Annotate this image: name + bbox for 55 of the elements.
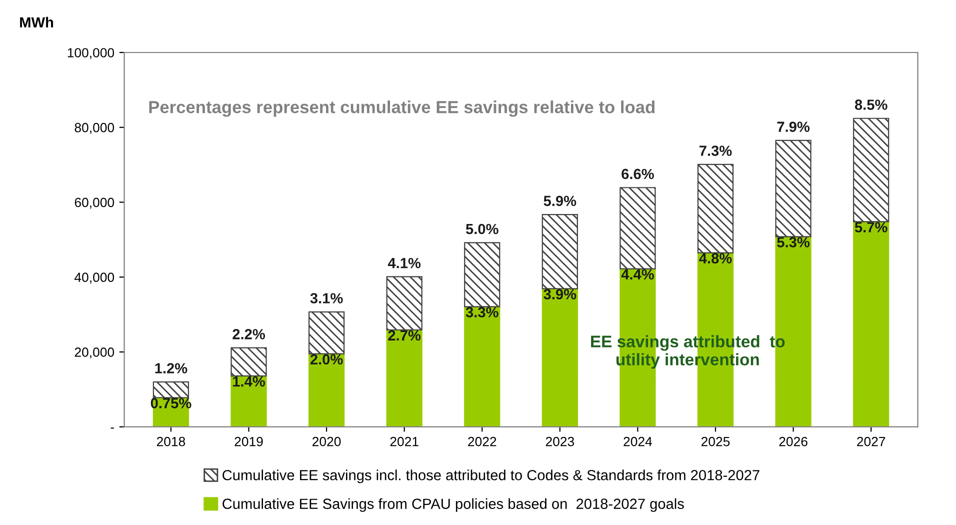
annotation: 2.2%: [232, 329, 265, 340]
annotation: 4.4%: [621, 269, 654, 280]
annotation: 4.8%: [699, 253, 732, 264]
annotation: 1.4%: [233, 376, 265, 387]
y-tick-label: 80,000: [74, 122, 114, 134]
annotation: 5.3%: [777, 237, 810, 248]
bar: [853, 221, 890, 427]
annotation: 7.3%: [700, 146, 732, 156]
annotation: 4.1%: [388, 258, 421, 268]
x-tick-label: 2024: [624, 436, 652, 446]
annotation: 2.7%: [388, 330, 421, 341]
bar: [697, 164, 734, 254]
y-axis-title: MWh: [20, 16, 54, 28]
legend-label: Cumulative EE savings incl. those attributed to Codes & Standards from 2018-2027: [222, 470, 760, 484]
bar: [230, 347, 267, 376]
y-tick-label: 100,000: [68, 48, 114, 59]
x-tick-label: 2022: [468, 436, 496, 446]
annotation: 3.9%: [544, 289, 576, 300]
legend-label: Cumulative EE Savings from CPAU policies based on 2018-2027 goals: [222, 498, 684, 512]
annotation: 6.6%: [622, 168, 654, 180]
y-tick-label: 20,000: [74, 348, 114, 358]
x-tick-label: 2026: [779, 436, 808, 446]
annotation: 1.2%: [155, 363, 188, 374]
annotation: 8.5%: [854, 100, 888, 110]
bar: [386, 276, 422, 330]
bar: [620, 187, 656, 270]
bar: [308, 311, 345, 354]
annotation: 5.9%: [544, 196, 576, 206]
y-tick-label: 60,000: [74, 198, 114, 209]
bar: [853, 118, 890, 222]
bar: [542, 214, 578, 290]
bar: [230, 375, 267, 427]
y-tick-label: -: [110, 428, 114, 429]
x-tick-label: 2023: [546, 436, 574, 446]
annotation: 3.1%: [310, 293, 343, 304]
bar: [542, 288, 578, 427]
bar: [464, 242, 500, 308]
bar: [152, 381, 190, 398]
annotation: 2.0%: [310, 354, 343, 365]
y-tick-label: 40,000: [74, 272, 114, 284]
bar: [386, 329, 422, 427]
annotation: 7.9%: [777, 122, 810, 132]
x-tick-label: 2025: [701, 436, 730, 446]
bar: [308, 353, 345, 427]
annotation: 5.0%: [466, 224, 498, 234]
x-tick-label: 2018: [156, 436, 186, 446]
x-tick-label: 2027: [857, 436, 886, 446]
annotation: 3.3%: [466, 307, 498, 318]
bar: [775, 140, 812, 238]
bar: [464, 306, 500, 427]
annotation: 5.7%: [854, 222, 888, 232]
x-tick-label: 2019: [234, 436, 263, 446]
x-tick-label: 2020: [312, 436, 341, 446]
x-tick-label: 2021: [390, 436, 418, 446]
annotation: Percentages represent cumulative EE savings relative to load: [149, 100, 654, 117]
